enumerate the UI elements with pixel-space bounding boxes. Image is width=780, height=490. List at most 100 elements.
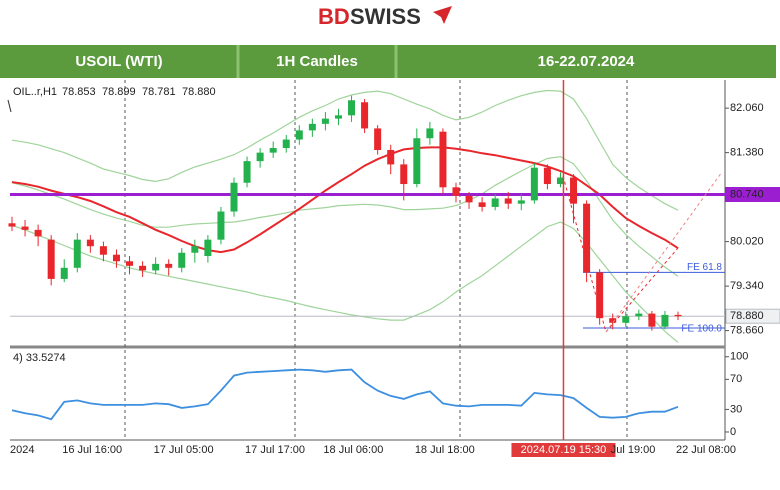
candle-body: [648, 313, 656, 327]
candle-body: [583, 203, 591, 273]
candle-body: [530, 167, 538, 201]
candle-body: [204, 239, 212, 257]
y-tick-label: 0: [730, 426, 736, 438]
x-tick-label: 17 Jul 17:00: [245, 444, 305, 456]
candle-body: [556, 177, 564, 185]
candle-body: [413, 138, 421, 185]
candle-body: [543, 167, 551, 185]
x-tick-label: 2024: [10, 444, 34, 456]
cursor-mark: [7, 99, 12, 113]
candle-body: [243, 161, 251, 183]
candle-body: [334, 115, 342, 119]
y-tick-label: 70: [730, 373, 742, 385]
level-label: FE 100.0: [681, 324, 722, 335]
header-cell: 1H Candles: [276, 53, 358, 70]
candle-body: [256, 152, 264, 162]
logo-arrow: [433, 6, 452, 24]
band-line: [11, 221, 679, 343]
logo-bd: BD: [318, 4, 350, 29]
candle-body: [622, 316, 630, 323]
level-label: FE 61.8: [687, 262, 722, 273]
x-tick-label: 18 Jul 06:00: [323, 444, 383, 456]
x-tick-label: 18 Jul 18:00: [415, 444, 475, 456]
x-tick-label: Jul 19:00: [611, 444, 656, 456]
moving-average: [11, 146, 679, 254]
candle-body: [308, 123, 316, 131]
y-tick-label: 78.660: [730, 325, 764, 337]
candle-body: [269, 148, 277, 153]
candle-body: [73, 239, 81, 268]
y-tick-label: 81.380: [730, 147, 764, 159]
candle-body: [439, 131, 447, 188]
candle-body: [596, 272, 604, 319]
candle-body: [295, 130, 303, 140]
fe-target: [605, 171, 723, 333]
band-line: [11, 155, 679, 277]
y-tick-label: 30: [730, 403, 742, 415]
fe-projection: [562, 171, 723, 334]
candle-body: [517, 200, 525, 204]
indicator-line: [11, 368, 679, 421]
level-label-box: [725, 187, 780, 203]
candle-body: [99, 246, 107, 255]
candle-body: [152, 263, 160, 271]
candle-body: [426, 128, 434, 139]
candle-body: [47, 239, 55, 279]
candle-body: [282, 139, 290, 149]
logo-swiss: SWISS: [350, 4, 421, 29]
candle-body: [86, 239, 94, 247]
candle-body: [217, 211, 225, 240]
candle-body: [570, 177, 578, 204]
candle-body: [452, 187, 460, 196]
candle-body: [400, 164, 408, 185]
ohlc-value: 78.899: [102, 86, 136, 98]
candle-body: [478, 202, 486, 207]
ohlc-value: 78.853: [62, 86, 96, 98]
candle-body: [34, 229, 42, 237]
candle-body: [191, 246, 199, 253]
header-cell: 16-22.07.2024: [538, 53, 635, 70]
candle-body: [21, 226, 29, 230]
candle-body: [491, 198, 499, 207]
candle-body: [8, 223, 16, 227]
header-bar: [0, 45, 776, 78]
candle-body: [609, 318, 617, 323]
candle-body: [504, 198, 512, 204]
indicator-label: 4) 33.5274: [13, 352, 66, 364]
level-label: 80.740: [730, 188, 764, 200]
candle-body: [230, 182, 238, 212]
x-tick-label: 17 Jul 05:00: [154, 444, 214, 456]
x-tick-label: 16 Jul 16:00: [62, 444, 122, 456]
ohlc-value: 78.880: [182, 86, 216, 98]
candle-body: [465, 195, 473, 203]
candle-body: [348, 100, 356, 116]
candle-body: [674, 314, 682, 317]
candle-body: [112, 254, 120, 262]
symbol-label: OIL..r,H1: [13, 86, 57, 98]
candle-body: [374, 128, 382, 151]
candle-body: [321, 118, 329, 124]
fe-path: [562, 175, 679, 334]
crosshair-label-box: [511, 443, 616, 457]
candle-body: [387, 150, 395, 165]
y-tick-label: 80.020: [730, 236, 764, 248]
candle-body: [60, 267, 68, 279]
period-separators: [124, 80, 628, 440]
band-line: [11, 89, 679, 211]
plot: 82.060 81.380 80.020 79.340 78.660 78.853 78.8…: [8, 86, 764, 438]
candle-body: [361, 102, 369, 129]
candle-body: [635, 313, 643, 317]
ohlc-value: 78.781: [142, 86, 176, 98]
y-tick-label: 82.060: [730, 102, 764, 114]
candle-body: [139, 265, 147, 271]
candle-body: [126, 261, 134, 266]
header-cell: USOIL (WTI): [75, 53, 162, 70]
y-tick-label: 100: [730, 351, 748, 363]
x-tick-label: 22 Jul 08:00: [676, 444, 736, 456]
crosshair-label: 2024.07.19 15:30: [521, 444, 607, 456]
level-label: 78.880: [730, 310, 764, 322]
candle-body: [165, 263, 173, 268]
candle-body: [661, 314, 669, 327]
